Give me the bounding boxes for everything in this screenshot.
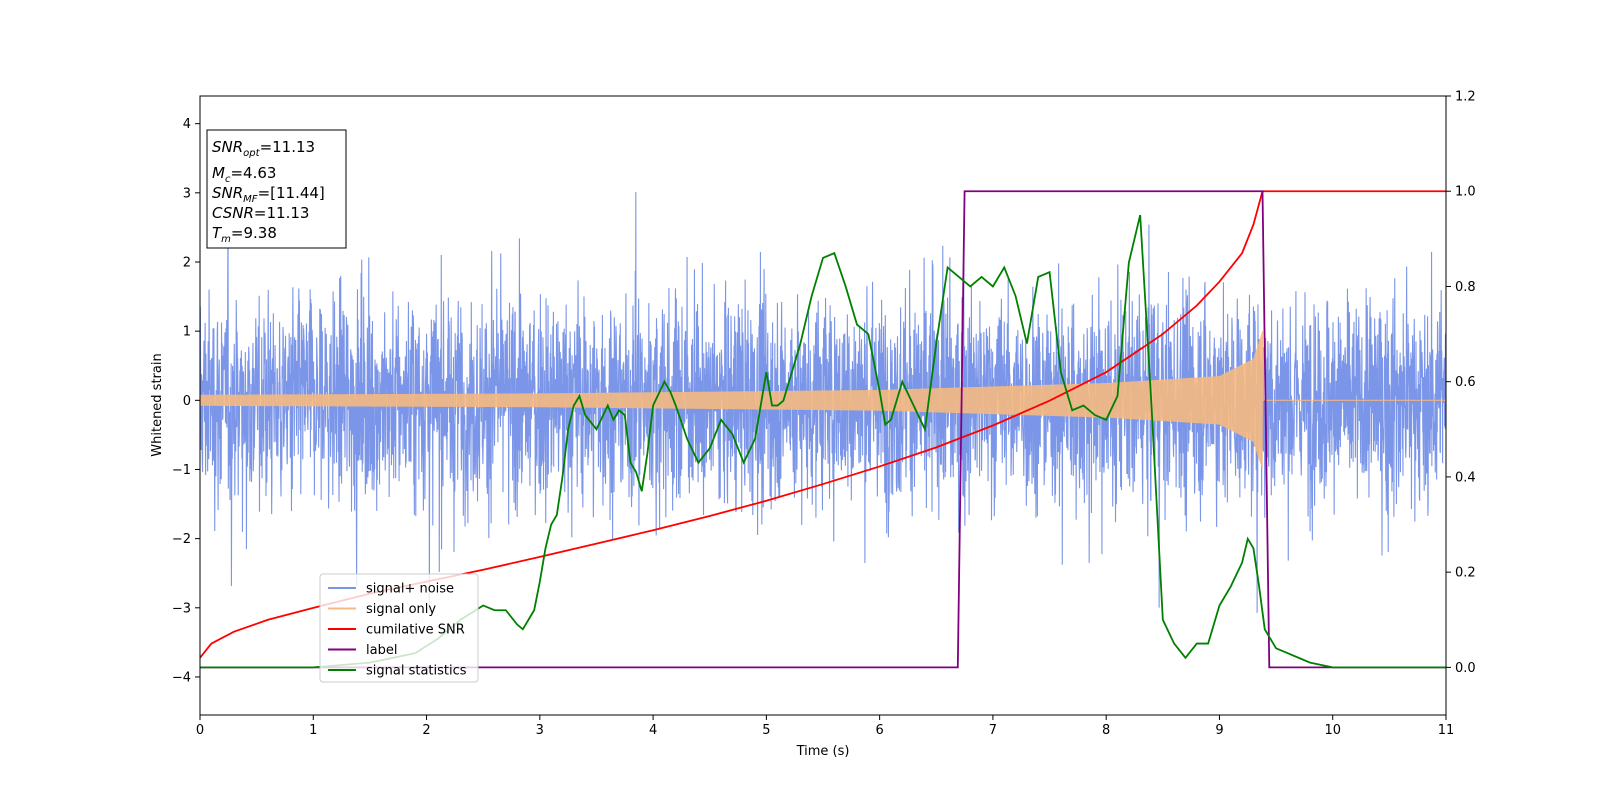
x-tick-label: 9	[1215, 723, 1223, 738]
y-right-tick-label: 1.0	[1455, 185, 1476, 200]
y-right-tick-label: 0.6	[1455, 375, 1476, 390]
y-left-tick-label: 3	[183, 186, 191, 201]
y-left-tick-label: −4	[172, 670, 191, 685]
x-tick-label: 3	[536, 723, 544, 738]
legend-frame	[319, 573, 479, 683]
x-tick-label: 10	[1324, 723, 1341, 738]
x-tick-label: 5	[762, 723, 770, 738]
y-right-tick-label: 1.2	[1455, 90, 1476, 105]
y-left-tick-label: −2	[172, 532, 191, 547]
y-right-tick-label: 0.0	[1455, 661, 1476, 676]
annotation-mc: Mc=4.63	[212, 164, 276, 185]
x-tick-label: 11	[1438, 723, 1455, 738]
annotation-snr-mf: SNRMF=[11.44]	[212, 184, 325, 205]
x-tick-label: 2	[422, 723, 430, 738]
x-tick-label: 7	[989, 723, 997, 738]
axis-ticks: 0 1 2 3 4 5 6 7 8 9 10 11 −4 −3 −2 −1 0 1 2 3 4 0.0 0.2 0.4 0.6 0…	[172, 90, 1476, 739]
series-signal-only	[200, 331, 1446, 469]
y-left-tick-label: −1	[172, 463, 191, 478]
series-signal-statistics	[200, 214, 1446, 669]
y-left-tick-label: 1	[183, 325, 191, 340]
legend-label: signal statistics	[366, 664, 467, 679]
annotation-csnr: CSNR=11.13	[212, 204, 309, 222]
y-right-tick-label: 0.4	[1455, 470, 1476, 485]
legend-label: signal only	[366, 602, 436, 617]
annotation-frame	[206, 129, 347, 249]
y-axis-label: Whitened strain	[150, 353, 165, 456]
stats-annotation-box: SNRopt=11.13 Mc=4.63 SNRMF=[11.44] CSNR=…	[206, 129, 347, 249]
legend-label: cumilative SNR	[366, 623, 465, 638]
x-axis-label: Time (s)	[796, 744, 850, 759]
legend-label: signal+ noise	[366, 582, 454, 597]
x-tick-label: 6	[875, 723, 883, 738]
y-left-tick-label: −3	[172, 601, 191, 616]
y-left-tick-label: 2	[183, 255, 191, 270]
y-right-tick-label: 0.8	[1455, 280, 1476, 295]
plot-frame	[199, 95, 1447, 716]
annotation-tm: Tm=9.38	[212, 224, 277, 245]
annotation-snr-opt: SNRopt=11.13	[212, 138, 315, 159]
legend-label: label	[366, 643, 397, 658]
y-left-tick-label: 4	[183, 117, 191, 132]
x-tick-label: 4	[649, 723, 657, 738]
y-left-tick-label: 0	[183, 394, 191, 409]
x-tick-label: 8	[1102, 723, 1110, 738]
y-right-tick-label: 0.2	[1455, 566, 1476, 581]
legend: signal+ noise signal only cumilative SNR la…	[319, 573, 479, 683]
series-label	[200, 190, 1446, 669]
x-tick-label: 0	[196, 723, 204, 738]
x-tick-label: 1	[309, 723, 317, 738]
